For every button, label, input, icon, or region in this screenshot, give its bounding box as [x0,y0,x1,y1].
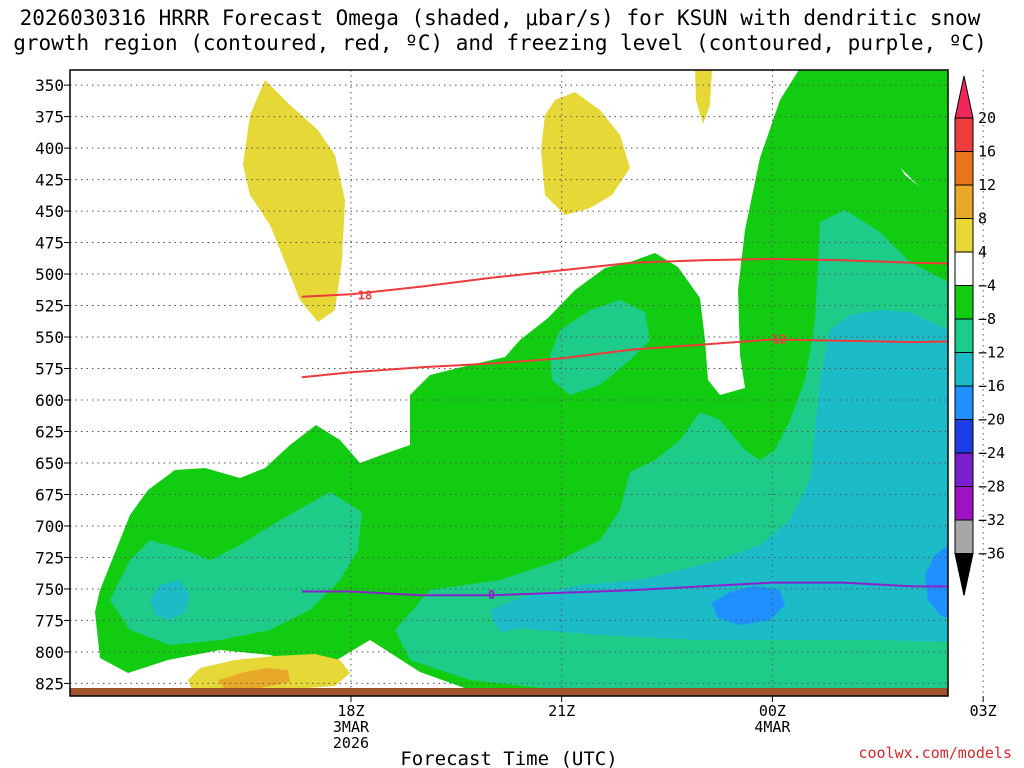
colorbar-label-3: 8 [978,210,987,228]
colorbar-box-10 [954,419,974,454]
x-tick-label-2-1: 4MAR [754,718,791,736]
y-tick-label-775: 775 [35,611,64,630]
terrain-bar [70,688,948,696]
x-tick-label-0-0: 18Z [337,702,364,720]
colorbar-label-9: −20 [978,411,1005,429]
contour-line-0 [301,257,948,298]
y-tick-label-375: 375 [35,108,64,127]
omega-region-yellow-1 [243,80,345,322]
colorbar-label-12: −32 [978,511,1005,529]
colorbar-label-13: −36 [978,545,1005,563]
plot-frame [69,69,949,697]
colorbar-box-4 [954,218,974,253]
colorbar-box-9 [954,385,974,420]
colorbar: 20 16 12 8 4 −4 −8 −12 −16 −20 −24 −28 −32 −36 [954,75,1005,596]
contour-label-2: 0 [488,588,495,602]
x-axis-ticks: 18Z3MAR202621Z00Z4MAR03Z06Z09Z [333,696,997,752]
omega-region-yellow-2 [541,92,630,215]
y-tick-label-575: 575 [35,360,64,379]
colorbar-bottom-triangle [954,553,974,596]
y-tick-label-650: 650 [35,454,64,473]
y-tick-label-450: 450 [35,202,64,221]
colorbar-box-13 [954,519,974,554]
contour-line-1 [301,338,948,379]
y-tick-label-625: 625 [35,422,64,441]
credit-text: coolwx.com/models [858,744,1012,762]
x-tick-label-0-1: 3MAR [333,718,370,736]
colorbar-box-12 [954,486,974,521]
omega-region-cyan-left [150,580,190,620]
omega-region-green-top [802,70,948,215]
colorbar-box-1 [954,117,974,152]
colorbar-label-7: −12 [978,344,1005,362]
colorbar-label-10: −24 [978,444,1005,462]
colorbar-label-4: 4 [978,243,987,261]
y-tick-label-400: 400 [35,139,64,158]
y-tick-label-350: 350 [35,76,64,95]
colorbar-label-11: −28 [978,478,1005,496]
omega-region-blue-2 [925,545,948,618]
colorbar-label-5: −4 [978,277,996,295]
omega-region-blue-1 [712,586,785,625]
colorbar-label-0: 20 [978,109,996,127]
chart-title: 2026030316 HRRR Forecast Omega (shaded, … [0,6,1000,56]
y-tick-label-675: 675 [35,485,64,504]
grid-lines [70,70,984,696]
y-tick-label-725: 725 [35,548,64,567]
colorbar-label-8: −16 [978,377,1005,395]
y-tick-label-425: 425 [35,171,64,190]
x-axis-title: Forecast Time (UTC) [400,748,617,768]
colorbar-box-2 [954,151,974,186]
colorbar-box-8 [954,352,974,387]
colorbar-top-triangle [954,75,974,119]
y-tick-label-800: 800 [35,643,64,662]
omega-region-yellow-3 [695,70,712,124]
y-tick-label-825: 825 [35,674,64,693]
y-axis-ticks: 350 375 400 425 450 475 500 525 550 575 600 625 650 6… [35,76,70,693]
omega-region-cyan-right [490,310,948,642]
temperature-contours [301,257,948,597]
y-tick-label-500: 500 [35,265,64,284]
contour-label-0: 18 [358,288,372,302]
title-line-1: 2026030316 HRRR Forecast Omega (shaded, … [19,6,981,30]
y-tick-label-525: 525 [35,297,64,316]
y-tick-label-475: 475 [35,234,64,253]
omega-shading [95,70,948,696]
contour-label-1: 12 [772,333,786,347]
y-tick-label-700: 700 [35,517,64,536]
colorbar-label-6: −8 [978,310,996,328]
title-line-2: growth region (contoured, red, ºC) and f… [13,31,987,55]
colorbar-label-2: 12 [978,176,996,194]
colorbar-box-5 [954,251,974,286]
colorbar-box-3 [954,184,974,219]
contour-line-2 [301,581,948,597]
y-tick-label-550: 550 [35,328,64,347]
x-tick-label-2-0: 00Z [759,702,786,720]
colorbar-box-11 [954,452,974,487]
colorbar-box-6 [954,285,974,320]
colorbar-box-7 [954,318,974,353]
x-tick-label-1-0: 21Z [548,702,575,720]
omega-region-teal-mid [550,300,650,395]
colorbar-label-1: 16 [978,143,996,161]
contour-labels: 181200 [358,288,787,602]
y-tick-label-750: 750 [35,580,64,599]
x-tick-label-0-2: 2026 [333,734,369,752]
x-tick-label-3-0: 03Z [970,702,997,720]
y-tick-label-600: 600 [35,391,64,410]
